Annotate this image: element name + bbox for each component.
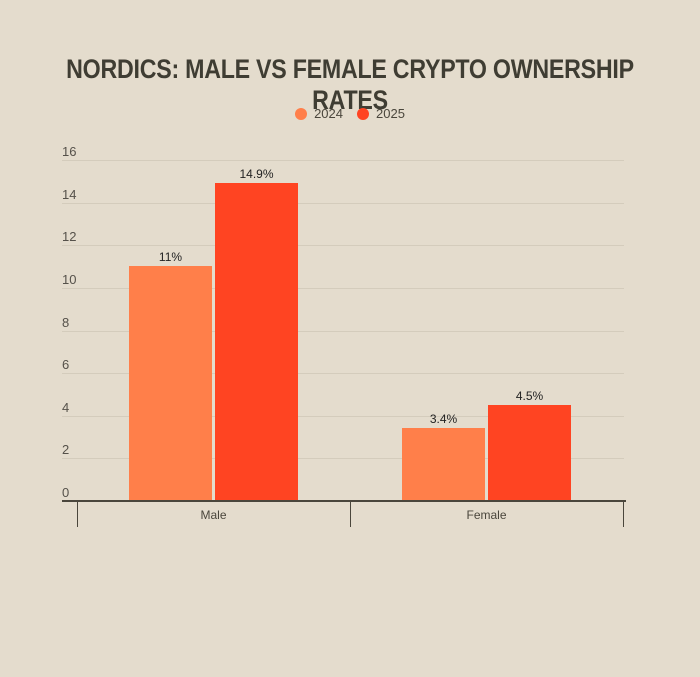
bar-female-2024[interactable] bbox=[402, 428, 485, 501]
legend-dot-icon bbox=[295, 107, 308, 120]
legend-label: 2024 bbox=[314, 106, 343, 121]
legend: 2024 2025 bbox=[0, 106, 700, 121]
bar-male-2025[interactable] bbox=[215, 183, 298, 501]
bar-male-2024[interactable] bbox=[129, 266, 212, 501]
gridline bbox=[62, 458, 624, 459]
gridline bbox=[62, 160, 624, 161]
bar-label-male-2025: 14.9% bbox=[239, 167, 274, 181]
x-axis-tick bbox=[623, 501, 624, 527]
y-tick-label: 12 bbox=[62, 229, 77, 244]
legend-dot-icon bbox=[357, 107, 369, 120]
y-tick-label: 0 bbox=[62, 485, 70, 500]
x-axis-tick bbox=[350, 501, 351, 527]
bar-label-male-2024: 11% bbox=[158, 250, 183, 264]
bar-label-female-2025: 4.5% bbox=[515, 389, 544, 403]
y-tick-label: 16 bbox=[62, 144, 77, 159]
y-tick-label: 2 bbox=[62, 442, 70, 457]
legend-item-2024[interactable]: 2024 bbox=[295, 106, 343, 121]
gridline bbox=[62, 245, 624, 246]
y-tick-label: 14 bbox=[62, 187, 77, 202]
legend-item-2025[interactable]: 2025 bbox=[357, 106, 405, 121]
bar-label-female-2024: 3.4% bbox=[429, 412, 458, 426]
chart-title: NORDICS: MALE VS FEMALE CRYPTO OWNERSHIP… bbox=[66, 54, 634, 115]
gridline bbox=[62, 203, 624, 204]
x-axis-tick bbox=[77, 501, 78, 527]
gridline bbox=[62, 331, 624, 332]
gridline bbox=[62, 288, 624, 289]
y-tick-label: 4 bbox=[62, 400, 70, 415]
x-axis-line bbox=[62, 500, 626, 502]
x-category-label-female: Female bbox=[466, 508, 507, 522]
gridline bbox=[62, 373, 624, 374]
y-tick-label: 6 bbox=[62, 357, 70, 372]
x-category-label-male: Male bbox=[200, 508, 227, 522]
bar-female-2025[interactable] bbox=[488, 405, 571, 501]
legend-label: 2025 bbox=[376, 106, 405, 121]
y-tick-label: 8 bbox=[62, 315, 70, 330]
gridline bbox=[62, 416, 624, 417]
y-tick-label: 10 bbox=[62, 272, 77, 287]
